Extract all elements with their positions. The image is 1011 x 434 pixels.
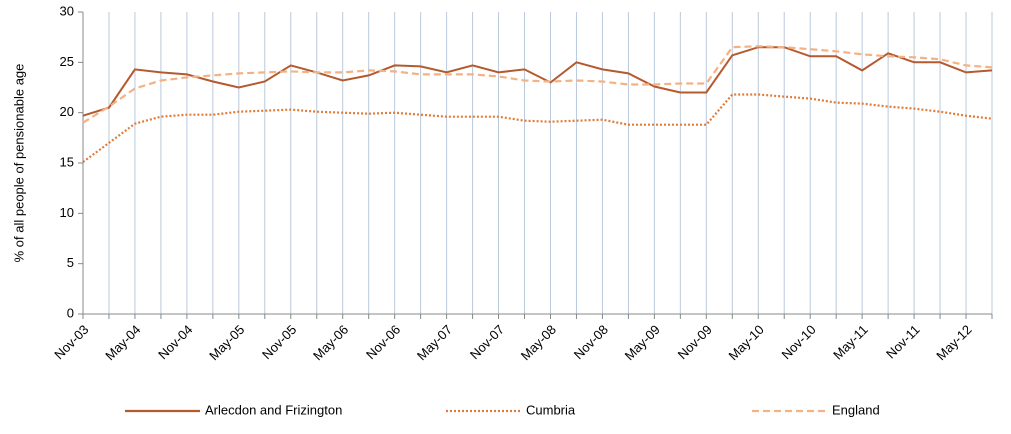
y-tick-label: 30 [60, 3, 74, 18]
y-tick-label: 5 [67, 255, 74, 270]
x-tick-label: May-07 [414, 322, 455, 363]
x-tick-label: Nov-07 [467, 322, 507, 362]
legend-label: Cumbria [526, 402, 576, 417]
x-tick-label: Nov-05 [259, 322, 299, 362]
y-tick-label: 20 [60, 104, 74, 119]
x-tick-label: Nov-03 [51, 322, 91, 362]
x-tick-label: May-12 [933, 322, 974, 363]
series-line [82, 46, 993, 117]
x-tick-label: May-04 [102, 322, 143, 363]
x-tick-label: Nov-09 [675, 322, 715, 362]
legend-label: England [832, 402, 880, 417]
x-tick-label: May-05 [206, 322, 247, 363]
x-tick-label: Nov-04 [155, 322, 195, 362]
x-tick-label: May-10 [726, 322, 767, 363]
x-tick-label: Nov-06 [363, 322, 403, 362]
y-tick-label: 0 [67, 305, 74, 320]
y-tick-label: 10 [60, 205, 74, 220]
x-tick-label: May-09 [622, 322, 663, 363]
x-tick-label: May-06 [310, 322, 351, 363]
x-tick-label: Nov-08 [571, 322, 611, 362]
x-tick-label: May-11 [830, 322, 871, 363]
x-tick-label: Nov-10 [779, 322, 819, 362]
legend-label: Arlecdon and Frizington [205, 402, 342, 417]
x-tick-label: May-08 [518, 322, 559, 363]
y-tick-label: 15 [60, 154, 74, 169]
series-line [82, 45, 993, 124]
y-axis-label: % of all people of pensionable age [11, 64, 26, 263]
x-tick-label: Nov-11 [883, 322, 923, 362]
y-tick-label: 25 [60, 54, 74, 69]
series-line [82, 93, 993, 163]
